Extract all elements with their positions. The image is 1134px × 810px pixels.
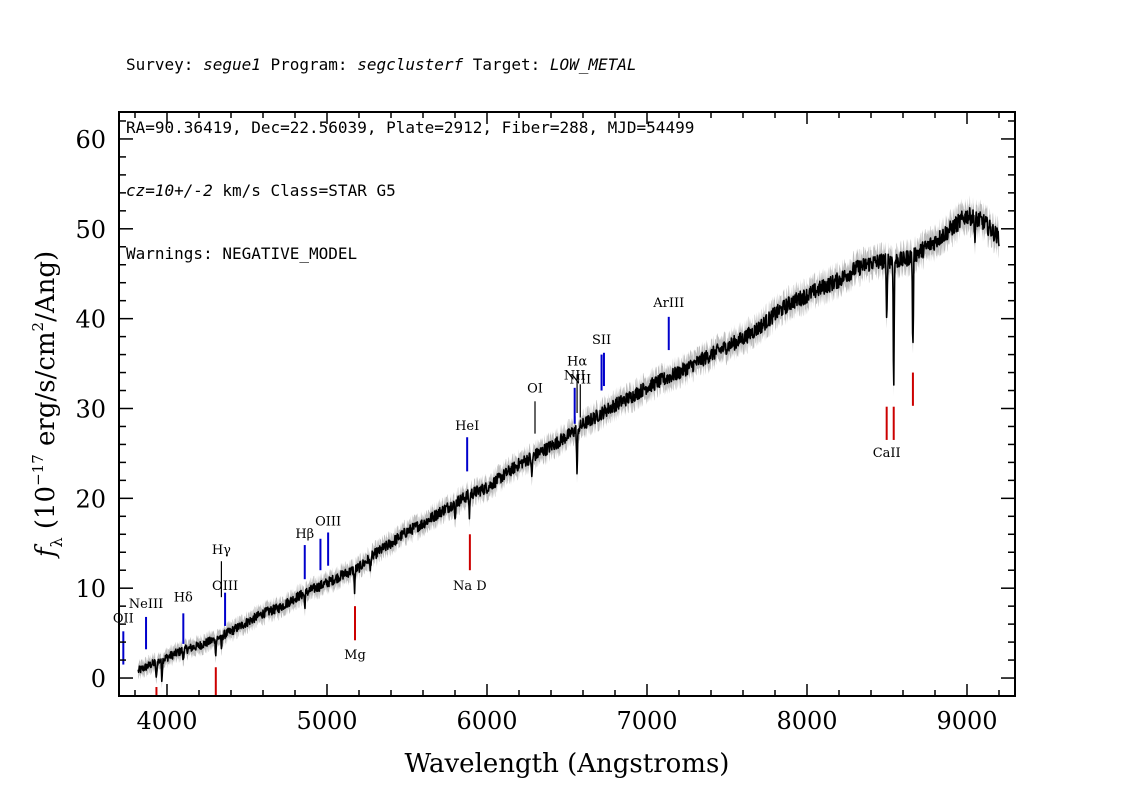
x-tick-label: 8000 [776, 707, 837, 735]
header-line-4: Warnings: NEGATIVE_MODEL [126, 244, 358, 263]
line-marker-label-13: Hα [567, 354, 587, 369]
cz-value: cz=10+/-2 [126, 181, 213, 200]
line-marker-label-7: OIII [315, 514, 341, 529]
line-marker-label-5: Hβ [295, 527, 314, 542]
line-marker-label-14: NII [569, 372, 591, 387]
line-marker-label-1: NeIII [129, 597, 163, 612]
y-tick-label: 30 [75, 395, 106, 423]
header-line-2: RA=90.36419, Dec=22.56039, Plate=2912, F… [126, 118, 695, 137]
axes: 4000 5000 6000 7000 8000 9000 0 10 20 30 40 50 60 [75, 112, 1015, 735]
line-marker-label-9: HeI [455, 419, 479, 434]
line-marker-label-15: SII [592, 333, 611, 348]
line-marker-label-4: OIII [212, 579, 238, 594]
line-marker-label-8: Mg [344, 648, 366, 663]
x-axis-label: Wavelength (Angstroms) [405, 749, 730, 779]
line-marker-label-12: NII [564, 369, 586, 384]
line-marker-label-10: Na D [453, 579, 487, 594]
y-tick-label: 40 [75, 306, 106, 334]
header-line-1: Survey: segue1 Program: segclusterf Targ… [126, 55, 637, 74]
line-marker-label-17: ArIII [652, 296, 684, 311]
spectrum-header: Survey: segue1 Program: segclusterf Targ… [126, 12, 694, 285]
y-tick-label: 60 [75, 126, 106, 154]
x-tick-label: 6000 [456, 707, 517, 735]
line-marker-label-3: Hγ [212, 543, 231, 558]
y-tick-label: 0 [91, 665, 106, 693]
target-value: LOW_METAL [549, 55, 637, 74]
y-axis-label: fλ (10−17 erg/s/cm2/Ang) [29, 251, 66, 559]
spectrum-line [137, 207, 1000, 683]
program-value: segclusterf [357, 55, 464, 74]
line-marker-label-11: OI [527, 381, 543, 396]
line-marker-label-2: Hδ [174, 591, 193, 606]
plot-frame [118, 111, 1016, 697]
header-line-3: cz=10+/-2 km/s Class=STAR G5 [126, 181, 396, 200]
y-tick-label: 50 [75, 216, 106, 244]
x-tick-label: 9000 [936, 707, 997, 735]
x-tick-label: 5000 [296, 707, 357, 735]
y-tick-label: 10 [75, 575, 106, 603]
spectrum-layer [137, 195, 1000, 689]
x-tick-label: 7000 [616, 707, 677, 735]
x-tick-label: 4000 [136, 707, 197, 735]
survey-value: segue1 [203, 55, 261, 74]
y-tick-label: 20 [75, 485, 106, 513]
line-marker-label-20: CaII [873, 446, 901, 461]
